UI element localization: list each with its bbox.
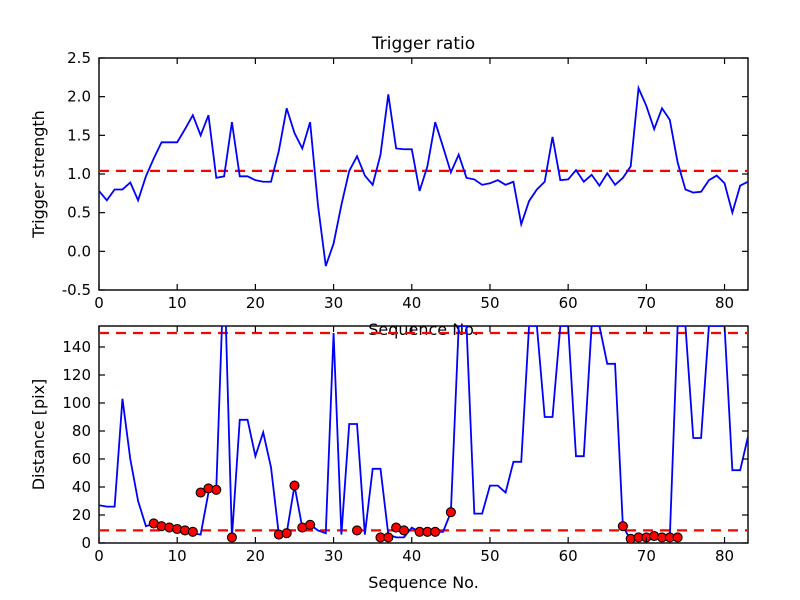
marker-point <box>305 519 316 530</box>
marker-point <box>195 487 206 498</box>
x-tick-label: 80 <box>715 547 734 565</box>
y-tick-label: 1.5 <box>67 126 91 144</box>
y-tick-label: 120 <box>62 366 91 384</box>
plot-content-trigger-ratio <box>99 84 748 267</box>
x-tick-label: 20 <box>246 547 265 565</box>
marker-point <box>211 484 222 495</box>
marker-point <box>351 525 363 536</box>
y-tick-label: 0.0 <box>67 242 91 260</box>
x-tick-label: 30 <box>324 294 343 312</box>
x-tick-label: 60 <box>559 294 578 312</box>
x-tick-label: 50 <box>480 294 499 312</box>
y-tick-label: -0.5 <box>62 281 91 299</box>
y-axis-label-distance: Distance [pix] <box>29 379 48 491</box>
marker-point <box>445 507 456 518</box>
y-tick-label: 2.5 <box>67 49 91 67</box>
x-tick-label: 0 <box>94 547 104 565</box>
x-tick-label: 40 <box>402 294 421 312</box>
plot-content-distance <box>99 326 748 543</box>
y-tick-label: 40 <box>72 478 91 496</box>
axes-distance: 0 10 20 30 40 50 60 70 80 0 20 40 60 80 100 120 140 Seque… <box>29 325 749 592</box>
marker-point <box>398 525 410 536</box>
marker-point <box>289 480 300 491</box>
x-tick-label: 30 <box>324 547 343 565</box>
x-axis-label-distance: Sequence No. <box>368 573 479 592</box>
plot-frame-distance <box>98 325 749 544</box>
x-tick-label: 80 <box>715 294 734 312</box>
marker-point <box>430 526 441 537</box>
y-tick-label: 20 <box>72 506 91 524</box>
marker-point <box>226 532 237 543</box>
marker-point <box>383 532 394 543</box>
x-tick-label: 60 <box>559 547 578 565</box>
y-tick-label: 0 <box>81 534 91 552</box>
x-tick-label: 10 <box>168 294 187 312</box>
plot-frame-trigger-ratio <box>98 57 749 291</box>
y-tick-label: 2.0 <box>67 88 91 106</box>
axes-trigger-ratio: 0 10 20 30 40 50 60 70 80 -0.5 0.0 0.5 1.0 1.5 2.0 2.5 S… <box>29 34 749 339</box>
y-tick-label: 1.0 <box>67 165 91 183</box>
series-line-trigger-ratio <box>99 84 748 267</box>
y-tick-label: 0.5 <box>67 204 91 222</box>
x-tick-label: 70 <box>637 547 656 565</box>
x-axis-label-trigger-ratio: Sequence No. <box>368 320 479 339</box>
marker-point <box>617 521 628 532</box>
y-tick-label: 140 <box>62 338 91 356</box>
y-tick-label: 100 <box>62 394 91 412</box>
x-tick-label: 10 <box>168 547 187 565</box>
y-axis-label-trigger-ratio: Trigger strength <box>29 110 48 239</box>
x-tick-label: 0 <box>94 294 104 312</box>
marker-point <box>281 528 292 539</box>
plot-title-trigger-ratio: Trigger ratio <box>371 34 475 54</box>
x-tick-label: 20 <box>246 294 265 312</box>
marker-point <box>187 526 198 537</box>
x-tick-label: 50 <box>480 547 499 565</box>
x-tick-label: 40 <box>402 547 421 565</box>
y-tick-label: 80 <box>72 422 91 440</box>
marker-point <box>672 532 683 543</box>
x-tick-label: 70 <box>637 294 656 312</box>
y-tick-label: 60 <box>72 450 91 468</box>
